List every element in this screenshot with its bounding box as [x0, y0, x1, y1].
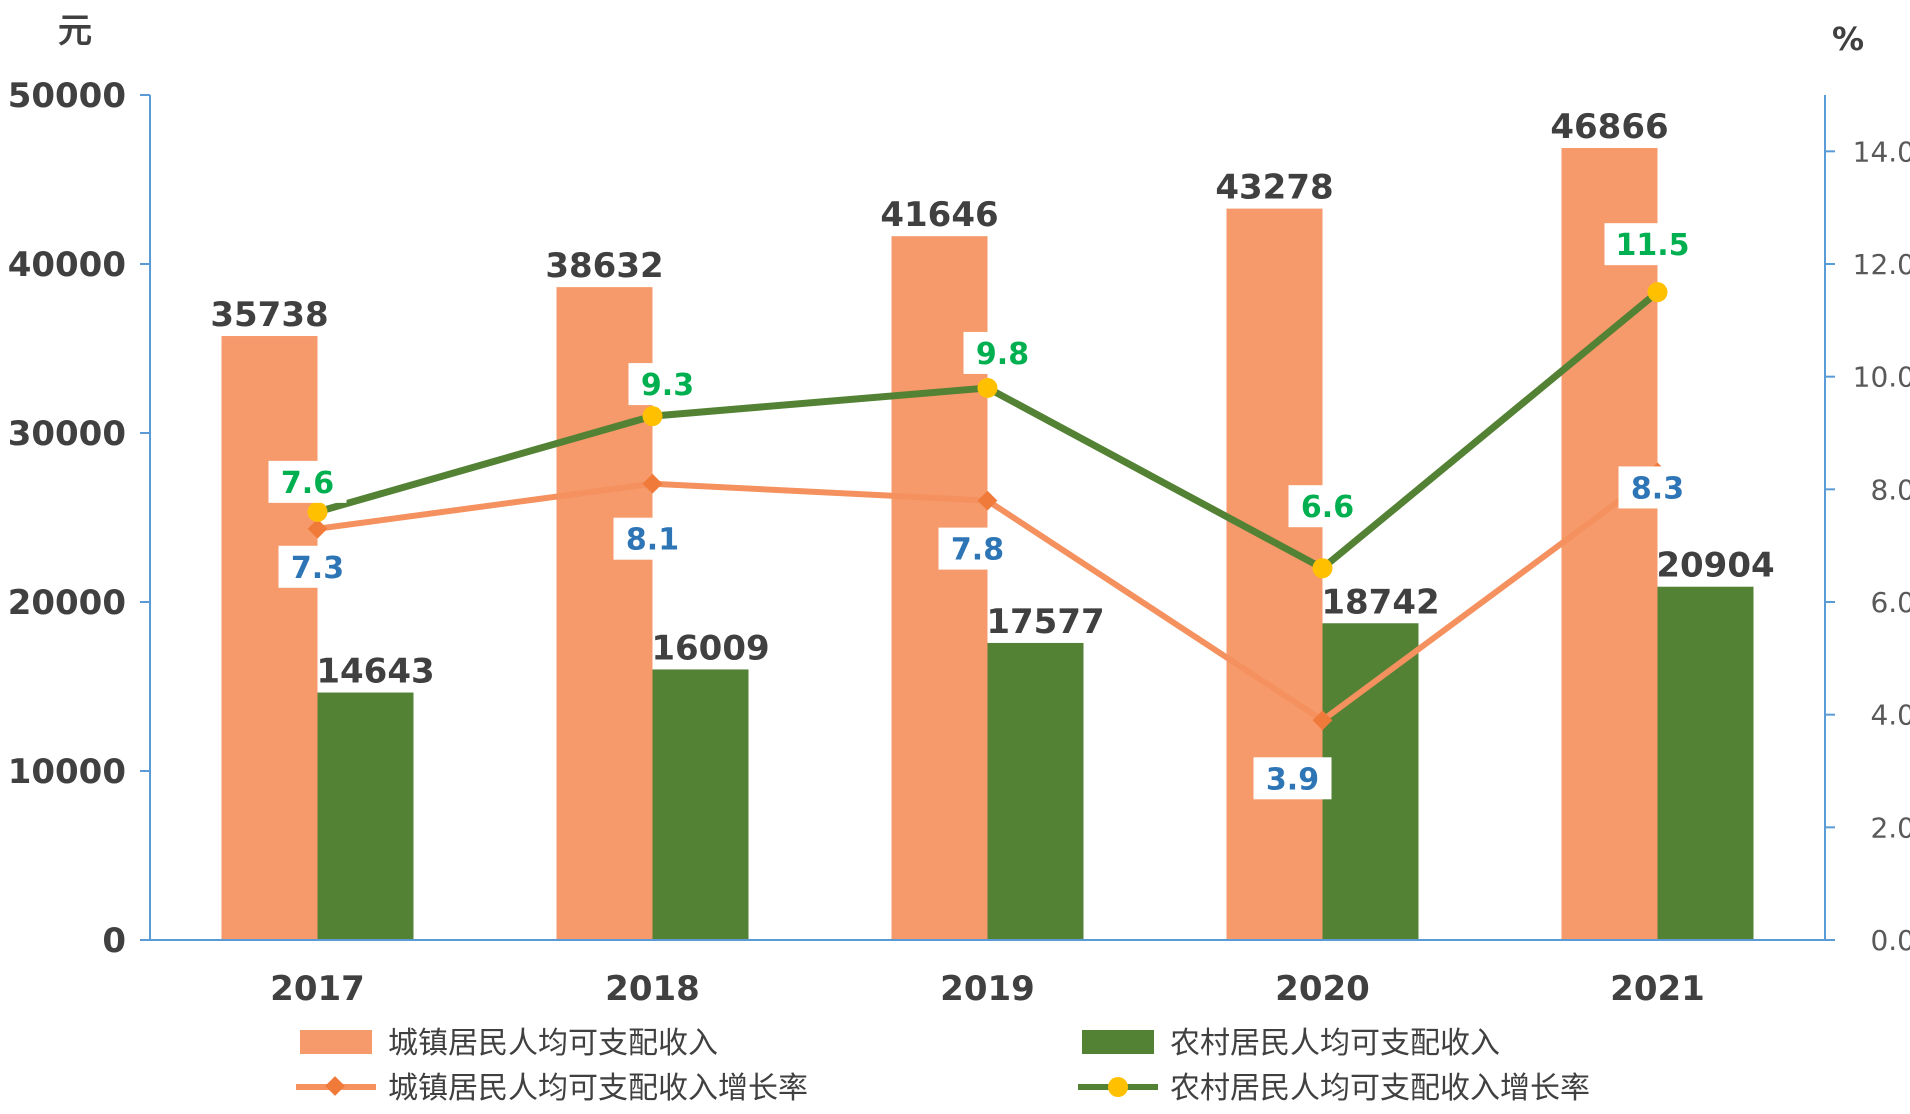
right-tick-label: 10.0	[1853, 361, 1910, 394]
left-tick-label: 10000	[8, 752, 126, 792]
right-tick-label: 8.0	[1870, 473, 1910, 506]
right-axis-unit: %	[1832, 20, 1864, 58]
bar-label-urban-income: 43278	[1215, 168, 1333, 208]
right-tick-label: 12.0	[1853, 248, 1910, 281]
data-label-urban-rate-box: 7.3	[278, 545, 357, 588]
right-tick-label: 2.0	[1870, 811, 1910, 844]
bar-label-urban-income: 46866	[1550, 107, 1668, 147]
data-labels-layer: 35738 14643 38632 16009 41646 17577 43278 18742…	[210, 107, 1775, 800]
legend-label-urban-income: 城镇居民人均可支配收入	[388, 1026, 718, 1061]
legend-label-rural-income: 农村居民人均可支配收入	[1170, 1026, 1500, 1061]
marker-urban-rate	[977, 490, 998, 511]
data-label-urban-rate-box: 8.3	[1618, 466, 1697, 509]
legend-swatch-rural-income	[1082, 1030, 1154, 1054]
plot-area: 35738 14643 38632 16009 41646 17577 43278 18742…	[210, 107, 1775, 940]
data-label-rural-rate: 11.5	[1615, 228, 1689, 263]
data-label-rural-rate: 9.3	[641, 368, 694, 403]
data-label-urban-rate-bg	[938, 527, 1017, 570]
x-tick-label: 2021	[1610, 969, 1705, 1009]
bar-urban-income	[1226, 208, 1323, 940]
legend-marker-rural-rate	[1108, 1077, 1128, 1097]
bar-label-rural-income: 14643	[316, 652, 434, 692]
bar-rural-income	[652, 669, 749, 940]
data-label-rural-rate-box: 9.8	[963, 331, 1042, 374]
right-tick-label: 14.0	[1853, 135, 1910, 168]
bar-rural-income	[317, 692, 414, 940]
data-label-rural-rate-box: 9.3	[628, 363, 707, 406]
x-axis-ticks: 2017 2018 2019 2020 2021	[270, 969, 1705, 1009]
bar-rural-income	[1322, 623, 1419, 940]
data-label-urban-rate-bg	[1618, 466, 1697, 509]
right-tick-label: 4.0	[1870, 699, 1910, 732]
left-tick-label: 50000	[8, 76, 126, 116]
data-label-urban-rate: 7.8	[951, 533, 1004, 568]
marker-urban-rate	[307, 518, 328, 539]
data-label-urban-rate-bg	[613, 517, 692, 560]
data-label-urban-rate-bg	[1253, 757, 1332, 800]
left-tick-label: 20000	[8, 583, 126, 623]
bars-layer	[221, 147, 1754, 940]
data-label-urban-rate-box: 7.8	[938, 527, 1017, 570]
right-axis: % 0.0 2.0 4.0 6.0 8.0 10.0 12.0 14.0	[1824, 20, 1910, 957]
data-label-urban-rate: 8.1	[626, 523, 679, 558]
data-label-rural-rate: 7.6	[281, 466, 334, 501]
data-label-rural-rate-box: 7.6	[268, 460, 347, 503]
data-label-rural-rate-bg	[268, 460, 347, 503]
marker-rural-rate	[307, 501, 328, 522]
data-label-urban-rate-bg	[278, 545, 357, 588]
data-label-rural-rate-bg	[1604, 223, 1701, 266]
x-tick-label: 2019	[940, 969, 1035, 1009]
data-label-rural-rate-box: 11.5	[1604, 223, 1701, 266]
bar-label-rural-income: 17577	[986, 602, 1104, 642]
left-tick-label: 40000	[8, 245, 126, 285]
data-label-urban-rate: 7.3	[291, 551, 344, 586]
data-label-rural-rate-box: 6.6	[1288, 485, 1367, 528]
bar-urban-income	[1561, 147, 1658, 940]
data-label-rural-rate-bg	[628, 363, 707, 406]
marker-rural-rate	[1647, 282, 1668, 303]
x-axis: 2017 2018 2019 2020 2021	[150, 939, 1825, 1009]
legend-label-rural-rate: 农村居民人均可支配收入增长率	[1170, 1071, 1590, 1106]
marker-rural-rate	[642, 406, 663, 427]
data-label-urban-rate-box: 3.9	[1253, 757, 1332, 800]
x-tick-label: 2018	[605, 969, 700, 1009]
legend-marker-urban-rate	[325, 1076, 345, 1096]
marker-rural-rate	[1312, 558, 1333, 579]
right-tick-label: 0.0	[1870, 924, 1910, 957]
marker-rural-rate	[977, 377, 998, 398]
bar-rural-income	[1657, 586, 1754, 940]
bar-label-rural-income: 16009	[651, 628, 769, 668]
data-label-urban-rate: 3.9	[1266, 762, 1319, 797]
left-tick-label: 30000	[8, 414, 126, 454]
data-label-rural-rate-bg	[1288, 485, 1367, 528]
bar-label-urban-income: 38632	[545, 246, 663, 286]
right-axis-ticks: 0.0 2.0 4.0 6.0 8.0 10.0 12.0 14.0	[1825, 135, 1910, 957]
data-label-urban-rate: 8.3	[1631, 471, 1684, 506]
left-axis: 元 0 10000 20000 30000 40000 50000	[8, 11, 151, 961]
bar-label-rural-income: 20904	[1656, 546, 1774, 586]
bar-urban-income	[221, 336, 318, 940]
bar-label-urban-income: 35738	[210, 295, 328, 335]
right-tick-label: 6.0	[1870, 586, 1910, 619]
legend-label-urban-rate: 城镇居民人均可支配收入增长率	[388, 1071, 808, 1106]
x-tick-label: 2020	[1275, 969, 1370, 1009]
data-label-urban-rate-box: 8.1	[613, 517, 692, 560]
legend: 城镇居民人均可支配收入 农村居民人均可支配收入 城镇居民人均可支配收入增长率 农…	[296, 1026, 1590, 1106]
marker-urban-rate	[642, 473, 663, 494]
left-axis-unit: 元	[58, 11, 92, 51]
left-axis-ticks: 0 10000 20000 30000 40000 50000	[8, 76, 150, 961]
left-tick-label: 0	[102, 921, 126, 961]
data-label-rural-rate: 9.8	[976, 337, 1029, 372]
bar-rural-income	[987, 642, 1084, 940]
bar-label-rural-income: 18742	[1321, 582, 1439, 622]
marker-urban-rate	[1312, 710, 1333, 731]
x-tick-label: 2017	[270, 969, 365, 1009]
data-label-rural-rate-bg	[963, 331, 1042, 374]
bar-label-urban-income: 41646	[880, 195, 998, 235]
data-label-rural-rate: 6.6	[1301, 490, 1354, 525]
legend-swatch-urban-income	[300, 1030, 372, 1054]
